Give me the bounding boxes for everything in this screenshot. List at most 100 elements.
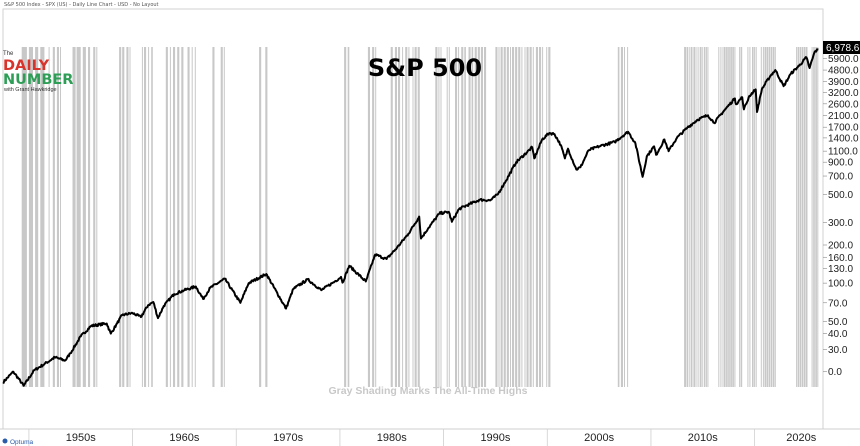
- ath-shade-band: [82, 47, 86, 387]
- x-tick-label: 2020s: [786, 432, 816, 444]
- chart-header-text: S&P 500 Index - SPX (US) - Daily Line Ch…: [4, 2, 159, 8]
- ath-shade-band: [375, 47, 377, 387]
- ath-shade-band: [468, 47, 471, 387]
- sp500-line: [2, 48, 819, 387]
- ath-shade-band: [223, 47, 225, 387]
- ath-shade-band: [690, 47, 693, 387]
- optuma-brand-label: Optuma: [10, 439, 34, 446]
- ath-shade-band: [122, 47, 125, 387]
- ath-shade-band: [477, 47, 480, 387]
- ath-shade-band: [695, 47, 697, 387]
- ath-shade-band: [390, 47, 393, 387]
- ath-shade-band: [498, 47, 500, 387]
- ath-shade-band: [367, 47, 370, 387]
- y-tick-label: 3200.0: [828, 88, 859, 99]
- ath-shade-band: [535, 47, 538, 387]
- ath-shade-band: [766, 47, 769, 387]
- ath-shade-band: [173, 47, 176, 387]
- ath-shade-band: [141, 47, 143, 387]
- optuma-icon: [2, 438, 8, 444]
- y-tick-label: 4800.0: [828, 66, 859, 77]
- y-tick-label: 500.0: [828, 190, 853, 201]
- ath-shade-band: [703, 47, 706, 387]
- optuma-brand: Optuma: [2, 438, 34, 446]
- y-tick-label: 0.0: [828, 367, 842, 378]
- ath-shade-band: [548, 47, 551, 387]
- ath-shade-band: [510, 47, 511, 387]
- ath-shade-band: [48, 47, 50, 387]
- last-value-label: 6,978.6: [826, 43, 860, 54]
- ath-shade-band: [76, 47, 81, 387]
- ath-shade-band: [728, 47, 730, 387]
- ath-shade-band: [718, 47, 720, 387]
- ath-shade-band: [408, 47, 410, 387]
- y-tick-label: 1700.0: [828, 123, 859, 134]
- ath-shade-band: [165, 47, 168, 387]
- ath-shade-band: [705, 47, 707, 387]
- ath-shade-band: [730, 47, 732, 387]
- ath-shade-band: [815, 47, 817, 387]
- ath-shade-band: [801, 47, 804, 387]
- ath-shade-band: [503, 47, 506, 387]
- ath-shade-band: [259, 47, 262, 387]
- ath-shade-band: [817, 47, 819, 387]
- y-tick-label: 200.0: [828, 240, 853, 251]
- x-tick-label: 1950s: [66, 432, 96, 444]
- ath-shade-band: [799, 47, 802, 387]
- ath-shade-band: [194, 47, 196, 387]
- ath-shade-band: [755, 47, 757, 387]
- ath-shade-band: [546, 47, 548, 387]
- y-tick-label: 2100.0: [828, 111, 859, 122]
- ath-shade-band: [474, 47, 477, 387]
- y-tick-label: 50.0: [828, 317, 848, 328]
- ath-shade-band: [177, 47, 180, 387]
- ath-shade-band: [811, 47, 813, 387]
- ath-shade-band: [539, 47, 542, 387]
- ath-shade-band: [542, 47, 544, 387]
- ath-shade-band: [265, 47, 268, 387]
- y-tick-label: 100.0: [828, 279, 853, 290]
- ath-shade-band: [405, 47, 408, 387]
- ath-shade-band: [684, 47, 687, 387]
- y-axis: 5900.04800.03900.03200.02600.02100.01700…: [823, 54, 859, 378]
- ath-shade-band: [747, 47, 749, 387]
- ath-shade-band: [93, 47, 96, 387]
- ath-shade-band: [21, 47, 27, 387]
- ath-shade-band: [620, 47, 623, 387]
- ath-shade-band: [88, 47, 91, 387]
- ath-shade-band: [722, 47, 724, 387]
- ath-shade-band: [754, 47, 756, 387]
- y-tick-label: 700.0: [828, 172, 853, 183]
- ath-shade-band: [96, 47, 98, 387]
- ath-shade-band: [774, 47, 776, 387]
- ath-shade-band: [471, 47, 474, 387]
- ath-annotation: Gray Shading Marks The All-Time Highs: [329, 385, 528, 397]
- ath-shade-band: [624, 47, 625, 387]
- ath-shade-band: [506, 47, 509, 387]
- ath-shade-band: [740, 47, 743, 387]
- ath-shade-band: [701, 47, 703, 387]
- y-tick-label: 2600.0: [828, 99, 859, 110]
- ath-shade-band: [372, 47, 375, 387]
- ath-shade-band: [151, 47, 153, 387]
- ath-shade-band: [760, 47, 762, 387]
- ath-shade-band: [797, 47, 800, 387]
- ath-shade-band: [697, 47, 699, 387]
- ath-shade-band: [764, 47, 767, 387]
- ath-shade-band: [803, 47, 806, 387]
- y-tick-label: 5900.0: [828, 54, 859, 65]
- ath-shade-band: [707, 47, 709, 387]
- logo-number-text: NUMBER: [3, 72, 73, 88]
- logo-the-text: The: [3, 51, 14, 57]
- ath-shade-band: [35, 47, 39, 387]
- ath-shade-band: [394, 47, 397, 387]
- ath-shade-band: [693, 47, 695, 387]
- ath-shade-band: [344, 47, 347, 387]
- ath-shade-band: [752, 47, 754, 387]
- x-tick-label: 1960s: [169, 432, 199, 444]
- ath-shade-band: [60, 47, 61, 387]
- ath-shade-band: [734, 47, 736, 387]
- y-tick-label: 1100.0: [828, 147, 858, 158]
- ath-shade-band: [720, 47, 722, 387]
